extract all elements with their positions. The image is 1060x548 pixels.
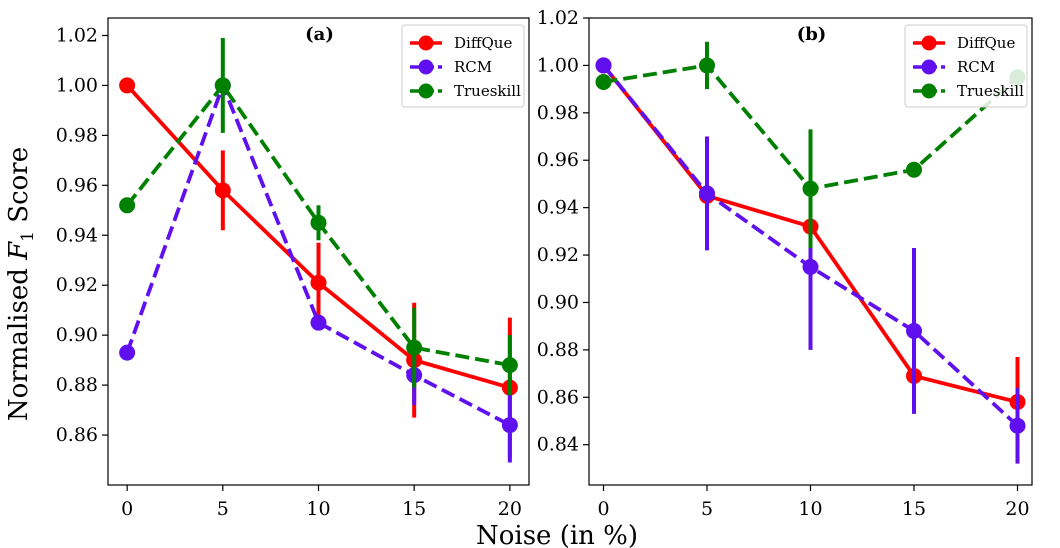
- data-point: [1009, 417, 1026, 434]
- y-tick-label: 1.02: [537, 7, 579, 29]
- y-tick-label: 1.02: [56, 24, 98, 46]
- y-tick-label: 0.86: [537, 386, 579, 408]
- x-tick-label: 5: [217, 498, 229, 520]
- data-point: [310, 214, 327, 231]
- y-tick-label: 1.00: [537, 54, 579, 76]
- y-tick-label: 0.96: [537, 149, 579, 171]
- panel-label: (a): [305, 24, 334, 45]
- y-tick-label: 0.94: [56, 224, 98, 246]
- x-tick-label: 0: [597, 498, 609, 520]
- x-tick-label: 15: [402, 498, 426, 520]
- y-axis-title-prefix: Normalised: [4, 260, 34, 421]
- data-point: [698, 57, 715, 74]
- y-tick-label: 0.98: [56, 124, 98, 146]
- y-axis-title-suffix: Score: [4, 147, 34, 231]
- y-tick-label: 0.94: [537, 197, 579, 219]
- data-point: [406, 339, 423, 356]
- panel-label: (b): [797, 24, 827, 45]
- y-axis-title: Normalised F1 Score: [4, 147, 38, 421]
- x-tick-label: 15: [902, 498, 926, 520]
- legend-label: RCM: [957, 58, 995, 76]
- legend-marker: [921, 35, 937, 51]
- data-point: [214, 182, 231, 199]
- data-point: [501, 417, 518, 434]
- legend-marker: [418, 35, 434, 51]
- panel-b: 0.84 0.86 0.88 0.90 0.92 0.94 0.96 0.98 1.00 1.02…: [537, 7, 1033, 520]
- legend-marker: [921, 59, 937, 75]
- data-point: [119, 77, 136, 94]
- legend-label: DiffQue: [957, 34, 1015, 52]
- y-tick-label: 0.92: [537, 244, 579, 266]
- data-point: [906, 322, 923, 339]
- y-tick-label: 1.00: [56, 74, 98, 96]
- panel-a: 0.86 0.88 0.90 0.92 0.94 0.96 0.98 1.00 1.02 0 5 10…: [56, 17, 530, 520]
- x-tick-label: 20: [498, 498, 522, 520]
- y-axis-title-var: F: [4, 241, 34, 261]
- data-point: [698, 185, 715, 202]
- x-tick-label: 20: [1005, 498, 1029, 520]
- y-tick-label: 0.90: [537, 291, 579, 313]
- series-line: [125, 83, 511, 427]
- data-point: [310, 274, 327, 291]
- data-point: [595, 57, 612, 74]
- y-tick-label: 0.96: [56, 174, 98, 196]
- y-tick-label: 0.86: [56, 424, 98, 446]
- data-point: [595, 74, 612, 91]
- legend-label: Trueskill: [957, 82, 1024, 100]
- legend: DiffQue RCM Trueskill: [904, 24, 1028, 108]
- y-axis-title-sub: 1: [18, 231, 38, 242]
- y-tick-label: 0.98: [537, 102, 579, 124]
- data-point: [802, 258, 819, 275]
- data-point: [501, 357, 518, 374]
- y-tick-label: 0.84: [537, 434, 579, 456]
- x-tick-label: 5: [701, 498, 713, 520]
- data-point: [214, 77, 231, 94]
- legend-marker: [921, 83, 937, 99]
- data-point: [802, 180, 819, 197]
- x-tick-label: 10: [306, 498, 330, 520]
- legend-label: RCM: [454, 58, 492, 76]
- legend: DiffQue RCM Trueskill: [401, 24, 525, 108]
- y-tick-label: 0.90: [56, 324, 98, 346]
- y-tick-label: 0.92: [56, 274, 98, 296]
- legend-marker: [418, 83, 434, 99]
- legend-marker: [418, 59, 434, 75]
- x-tick-label: 0: [121, 498, 133, 520]
- legend-label: Trueskill: [454, 82, 521, 100]
- data-point: [119, 197, 136, 214]
- series-trueskill: [119, 37, 518, 396]
- series-rcm: [595, 57, 1026, 464]
- y-tick-label: 0.88: [537, 339, 579, 361]
- legend-label: DiffQue: [454, 34, 512, 52]
- data-point: [119, 344, 136, 361]
- x-tick-label: 10: [798, 498, 822, 520]
- data-point: [310, 314, 327, 331]
- data-point: [906, 161, 923, 178]
- series-diffque: [119, 77, 518, 458]
- y-tick-label: 0.88: [56, 374, 98, 396]
- x-axis-title: Noise (in %): [476, 521, 638, 548]
